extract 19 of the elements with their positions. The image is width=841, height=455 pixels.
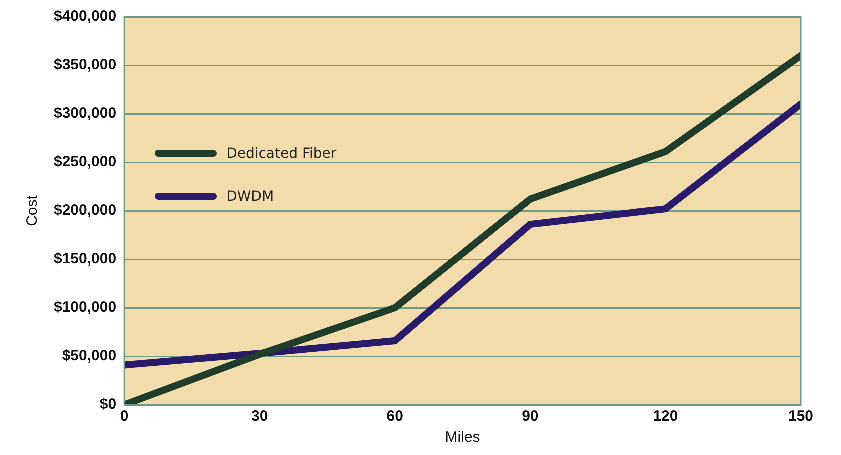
y-tick-label: $300,000 [54, 105, 117, 122]
legend-label: DWDM [226, 188, 274, 204]
x-tick-label: 120 [653, 408, 678, 426]
x-tick-label: 30 [252, 408, 268, 426]
y-tick-label: $200,000 [54, 202, 117, 220]
y-tick-label: $100,000 [54, 299, 117, 316]
y-axis-title: Cost [24, 194, 42, 226]
x-tick-label: 0 [120, 408, 129, 426]
x-tick-label: 150 [788, 408, 814, 426]
y-tick-label: $250,000 [54, 154, 117, 171]
x-tick-label: 90 [522, 408, 539, 426]
x-tick-label: 60 [386, 408, 404, 426]
y-tick-label: $50,000 [62, 348, 117, 365]
y-tick-label: $400,000 [54, 8, 117, 26]
y-tick-label: $150,000 [54, 250, 117, 268]
x-axis-title: Miles [445, 429, 480, 446]
y-tick-label: $350,000 [54, 56, 117, 74]
legend-label: Dedicated Fiber [226, 146, 337, 162]
y-tick-label: $0 [100, 396, 117, 414]
